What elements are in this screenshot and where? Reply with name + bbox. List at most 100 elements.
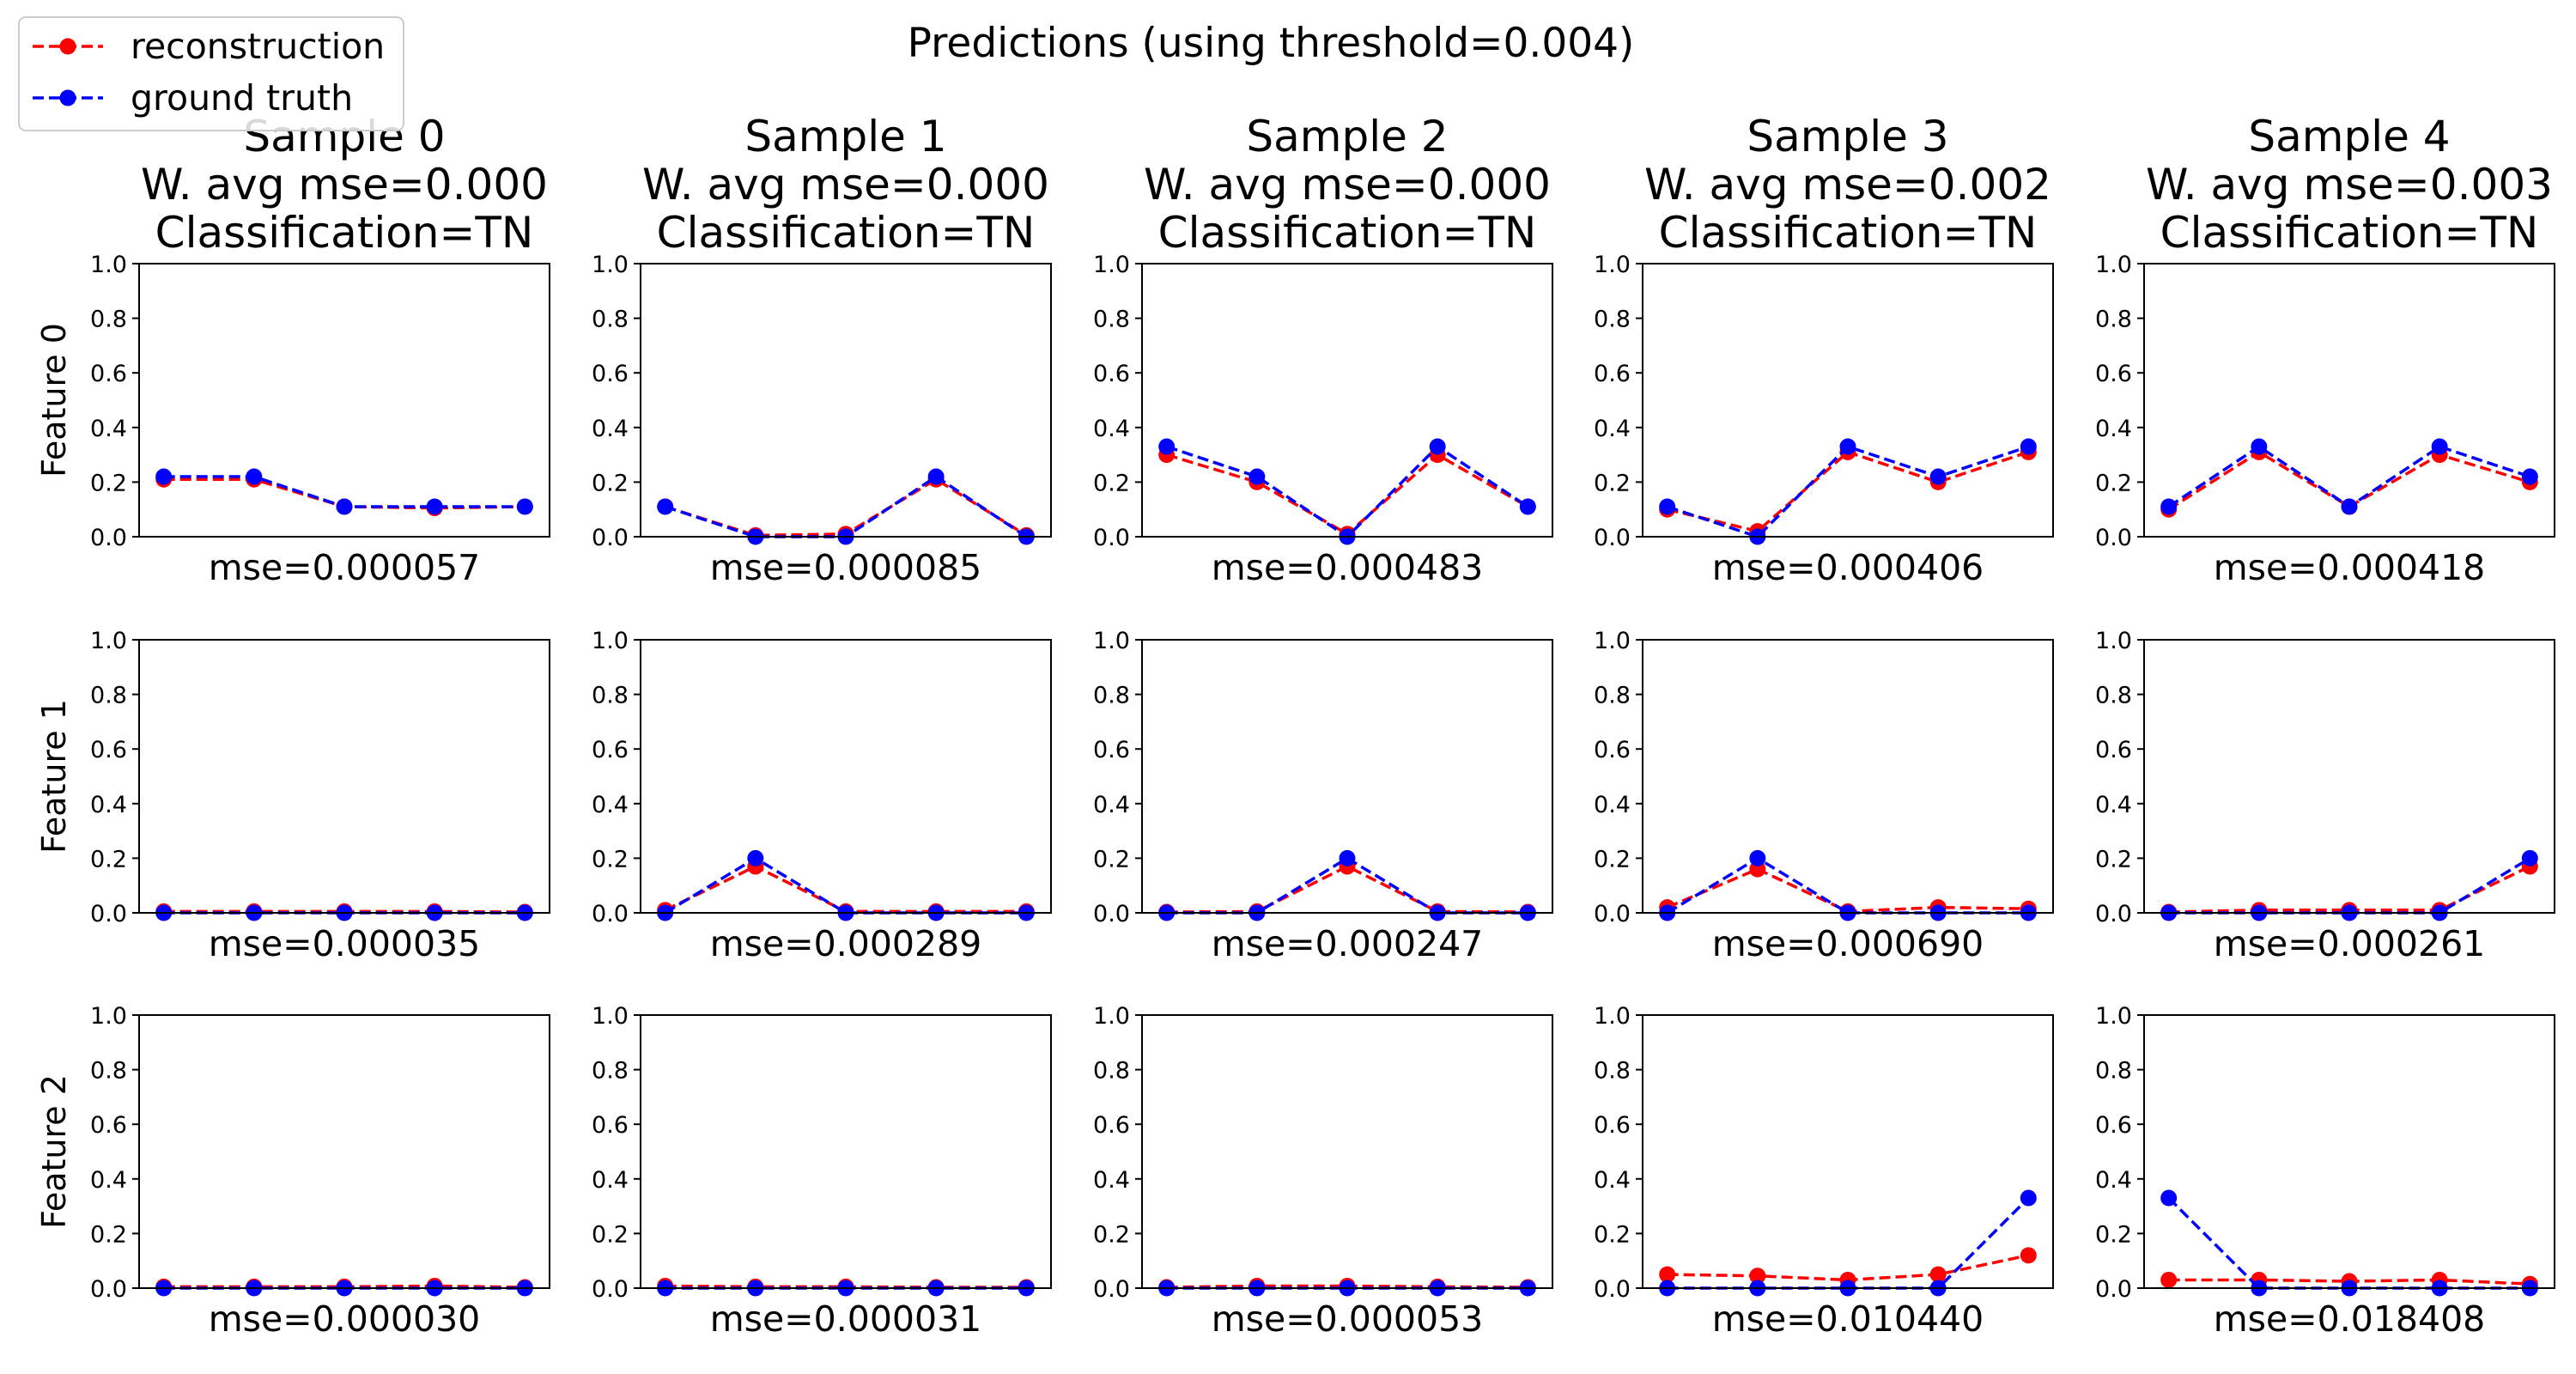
y-tick-label: 0.6	[1594, 1112, 1631, 1139]
mse-label: mse=0.000418	[2214, 547, 2486, 588]
y-tick-label: 0.0	[2095, 1276, 2132, 1303]
ground-truth-point	[657, 498, 674, 515]
y-tick-label: 0.6	[2095, 361, 2132, 387]
y-tick-label: 0.8	[1594, 307, 1631, 333]
reconstruction-line	[1667, 450, 2029, 533]
legend: reconstruction ground truth	[18, 16, 404, 131]
y-tick-label: 1.0	[1594, 252, 1631, 278]
subplot: 0.0 0.2 0.4 0.6 0.8 1.0 mse=0.000031	[592, 1003, 1052, 1340]
mse-label: mse=0.000030	[209, 1298, 481, 1340]
y-tick-label: 1.0	[1093, 628, 1130, 654]
y-tick-label: 0.4	[2095, 416, 2132, 442]
y-tick-label: 0.4	[592, 1167, 629, 1194]
y-tick-label: 0.2	[1594, 1221, 1631, 1248]
y-tick-label: 0.6	[1093, 361, 1130, 387]
subplot: 0.0 0.2 0.4 0.6 0.8 1.0 mse=0.000406	[1594, 252, 2054, 588]
y-tick-label: 0.2	[1093, 846, 1130, 872]
y-tick-label: 0.0	[1093, 525, 1130, 551]
y-tick-label: 0.0	[1594, 1276, 1631, 1303]
y-tick-label: 1.0	[90, 628, 127, 654]
y-tick-label: 0.4	[1594, 1167, 1631, 1194]
y-tick-label: 0.2	[90, 846, 127, 872]
ground-truth-point	[516, 498, 533, 515]
ground-truth-point	[1158, 438, 1176, 455]
legend-label: reconstruction	[131, 26, 385, 67]
sample-title-line: Sample 1	[744, 112, 946, 161]
axes-frame	[1642, 263, 2054, 538]
legend-swatch-marker	[59, 38, 76, 55]
mse-label: mse=0.000031	[710, 1298, 982, 1340]
y-tick-label: 0.6	[1093, 1112, 1130, 1139]
y-tick-label: 0.6	[1093, 737, 1130, 763]
y-tick-label: 0.4	[1093, 792, 1130, 818]
y-tick-label: 0.2	[1594, 846, 1631, 872]
sample-title-line: Classification=TN	[1158, 208, 1537, 258]
subplot: 0.0 0.2 0.4 0.6 0.8 1.0 mse=0.000030	[90, 1003, 550, 1340]
y-tick-label: 0.6	[1594, 737, 1631, 763]
ground-truth-point	[246, 468, 263, 485]
y-tick-label: 0.4	[1093, 416, 1130, 442]
y-tick-label: 0.6	[90, 737, 127, 763]
y-tick-label: 0.6	[90, 361, 127, 387]
sample-title-line: Classification=TN	[2160, 208, 2539, 258]
ground-truth-point	[1749, 849, 1766, 866]
y-tick-label: 0.6	[1594, 361, 1631, 387]
y-tick-label: 0.0	[90, 1276, 127, 1303]
axes-frame	[138, 263, 550, 538]
y-tick-label: 0.8	[2095, 307, 2132, 333]
y-tick-label: 0.8	[592, 683, 629, 709]
subplot: 0.0 0.2 0.4 0.6 0.8 1.0 mse=0.018408	[2095, 1003, 2555, 1340]
subplot: 0.0 0.2 0.4 0.6 0.8 1.0 mse=0.000261	[2095, 628, 2555, 964]
axes-frame	[1141, 639, 1553, 914]
y-tick-label: 0.2	[2095, 470, 2132, 496]
axes-frame	[1141, 1014, 1553, 1289]
y-tick-label: 0.0	[1093, 1276, 1130, 1303]
legend-swatch-marker	[59, 89, 76, 106]
reconstruction-line	[1166, 453, 1529, 536]
y-tick-label: 0.6	[592, 361, 629, 387]
y-tick-label: 1.0	[1594, 628, 1631, 654]
y-tick-label: 0.8	[2095, 1058, 2132, 1085]
panel-grid: Sample 0W. avg mse=0.000Classification=T…	[35, 112, 2555, 1340]
y-tick-label: 0.8	[1093, 683, 1130, 709]
sample-title-line: W. avg mse=0.002	[1644, 160, 2051, 210]
y-tick-label: 0.4	[90, 1167, 127, 1194]
y-tick-label: 0.2	[1093, 470, 1130, 496]
sample-title-line: W. avg mse=0.000	[141, 160, 548, 210]
feature-label: Feature 2	[35, 1074, 73, 1229]
y-tick-label: 1.0	[1093, 252, 1130, 278]
y-tick-label: 0.0	[1594, 901, 1631, 927]
y-tick-label: 0.2	[1093, 1221, 1130, 1248]
sample-title-line: W. avg mse=0.000	[1144, 160, 1551, 210]
ground-truth-point	[2341, 498, 2358, 515]
mse-label: mse=0.000289	[710, 923, 982, 964]
y-tick-label: 0.8	[1594, 1058, 1631, 1085]
y-tick-label: 1.0	[592, 1003, 629, 1030]
subplot: 0.0 0.2 0.4 0.6 0.8 1.0 mse=0.000418	[2095, 252, 2555, 588]
reconstruction-point	[2160, 1271, 2178, 1288]
ground-truth-point	[747, 849, 764, 866]
subplot: 0.0 0.2 0.4 0.6 0.8 1.0 mse=0.000289	[592, 628, 1052, 964]
y-tick-label: 0.0	[592, 525, 629, 551]
ground-truth-point	[1249, 468, 1266, 485]
y-tick-label: 0.4	[90, 416, 127, 442]
y-tick-label: 0.6	[2095, 1112, 2132, 1139]
y-tick-label: 0.2	[592, 1221, 629, 1248]
y-tick-label: 1.0	[1594, 1003, 1631, 1030]
y-tick-label: 1.0	[2095, 1003, 2132, 1030]
y-tick-label: 0.8	[1093, 307, 1130, 333]
y-tick-label: 0.8	[592, 307, 629, 333]
y-tick-label: 0.2	[592, 470, 629, 496]
subplot: 0.0 0.2 0.4 0.6 0.8 1.0 mse=0.010440	[1594, 1003, 2054, 1340]
mse-label: mse=0.000035	[209, 923, 481, 964]
y-tick-label: 0.6	[90, 1112, 127, 1139]
y-tick-label: 0.2	[2095, 846, 2132, 872]
y-tick-label: 1.0	[592, 628, 629, 654]
y-tick-label: 0.4	[592, 792, 629, 818]
y-tick-label: 1.0	[1093, 1003, 1130, 1030]
ground-truth-point	[336, 498, 353, 515]
y-tick-label: 0.2	[90, 470, 127, 496]
y-tick-label: 0.4	[1093, 1167, 1130, 1194]
y-tick-label: 1.0	[2095, 252, 2132, 278]
